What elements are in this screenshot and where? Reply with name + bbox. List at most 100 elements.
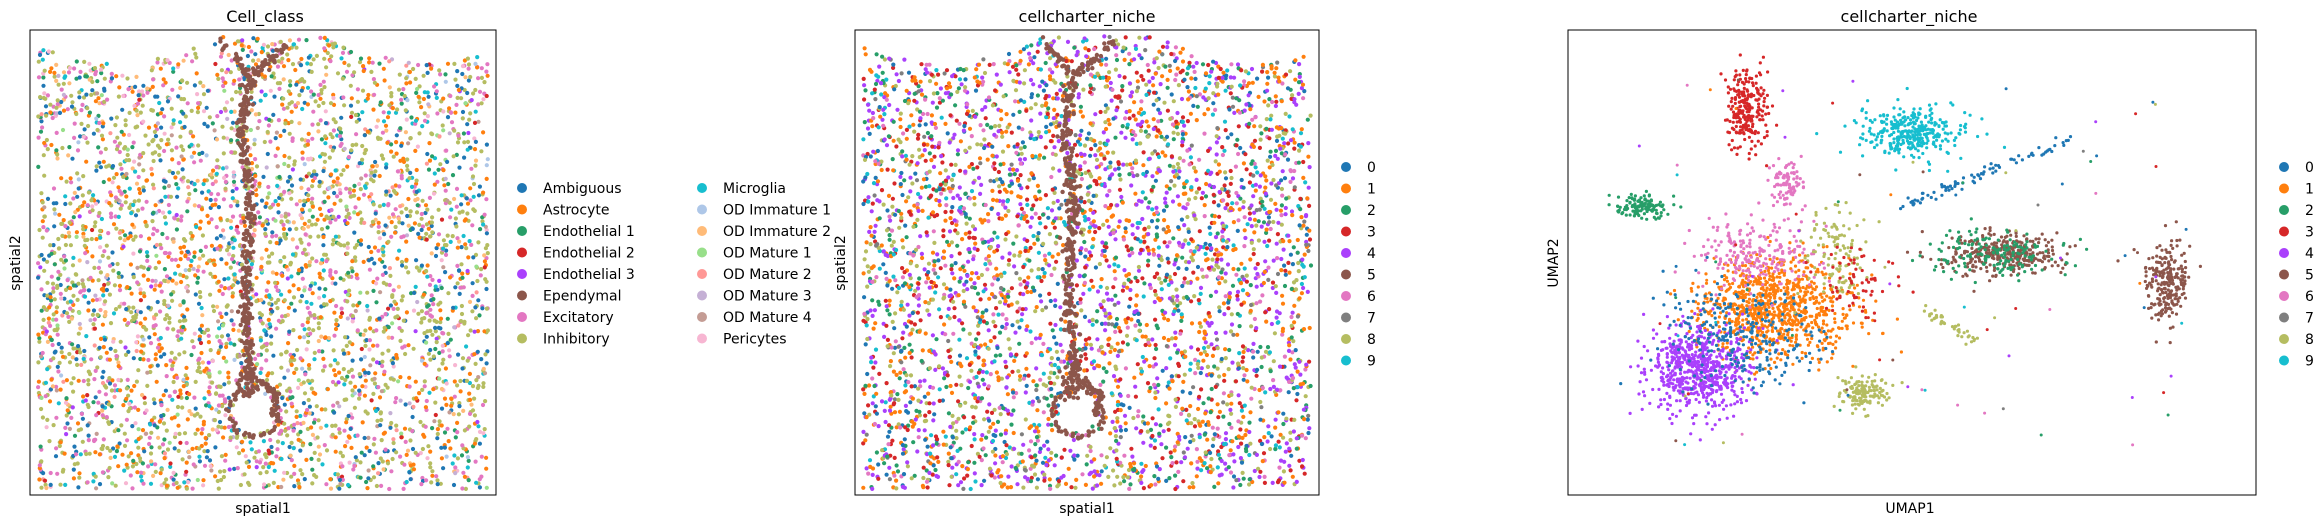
scatter-point [207, 115, 212, 120]
scatter-point [326, 195, 331, 200]
scatter-point [189, 412, 194, 417]
scatter-point [463, 242, 468, 247]
scatter-point [54, 78, 59, 83]
scatter-point [151, 232, 156, 237]
scatter-point [401, 234, 406, 239]
scatter-point [452, 325, 457, 330]
scatter-point [191, 46, 196, 51]
scatter-point [102, 337, 108, 342]
scatter-point [322, 85, 327, 90]
scatter-point [130, 424, 135, 429]
scatter-point [74, 272, 79, 277]
scatter-point [196, 361, 201, 366]
scatter-point [183, 238, 188, 243]
scatter-point [181, 244, 187, 249]
legend-marker [517, 204, 527, 215]
scatter-point [1127, 304, 1132, 309]
scatter-point [190, 59, 195, 64]
scatter-point [189, 258, 194, 263]
scatter-point [915, 449, 920, 454]
scatter-point [267, 191, 272, 196]
scatter-point [183, 114, 188, 119]
scatter-point [396, 379, 401, 384]
scatter-point [56, 369, 61, 374]
scatter-point [134, 348, 139, 354]
scatter-point [141, 151, 146, 156]
scatter-point [174, 227, 179, 232]
scatter-point [135, 101, 141, 106]
scatter-point [346, 434, 351, 439]
scatter-point [393, 224, 398, 230]
scatter-point [164, 363, 169, 368]
scatter-point [170, 363, 175, 368]
scatter-point [427, 158, 433, 163]
scatter-point [341, 351, 347, 356]
scatter-point [301, 203, 306, 208]
scatter-point [37, 336, 42, 341]
scatter-point [416, 62, 421, 68]
scatter-point [215, 158, 220, 163]
scatter-point [160, 231, 165, 237]
scatter-point [266, 254, 272, 259]
scatter-point [41, 317, 46, 322]
scatter-point [319, 88, 324, 93]
scatter-point [299, 56, 304, 62]
scatter-point [296, 437, 301, 442]
scatter-point [333, 234, 338, 239]
scatter-point [202, 396, 207, 401]
scatter-point [131, 140, 136, 145]
scatter-point [994, 306, 999, 311]
scatter-point [225, 136, 230, 141]
scatter-point [248, 357, 253, 363]
scatter-point [67, 234, 72, 239]
scatter-point [274, 233, 279, 238]
scatter-point [144, 199, 149, 204]
scatter-point [173, 257, 178, 262]
scatter-point [189, 154, 194, 159]
scatter-point [292, 484, 297, 489]
scatter-point [440, 123, 445, 128]
scatter-point [123, 123, 128, 128]
scatter-point [50, 384, 56, 389]
scatter-point [193, 406, 198, 411]
scatter-point [309, 425, 314, 430]
scatter-point [219, 51, 224, 56]
scatter-point [310, 432, 315, 437]
scatter-point [158, 66, 163, 71]
scatter-point [303, 263, 308, 268]
scatter-point [474, 290, 479, 295]
scatter-point [73, 452, 79, 457]
scatter-point [348, 380, 353, 385]
scatter-point [109, 76, 115, 81]
scatter-point [384, 189, 389, 194]
scatter-point [354, 119, 359, 124]
scatter-point [108, 321, 114, 326]
scatter-point [352, 463, 357, 468]
scatter-point [308, 234, 313, 239]
scatter-point [78, 134, 83, 139]
scatter-point [419, 216, 424, 221]
scatter-point [192, 331, 197, 336]
scatter-point [158, 111, 163, 116]
scatter-point [134, 74, 139, 79]
panel-2-points [861, 34, 1314, 492]
scatter-point [259, 198, 265, 203]
scatter-point [350, 314, 355, 319]
scatter-point [363, 147, 369, 153]
scatter-point [317, 271, 322, 276]
scatter-point [271, 353, 276, 358]
scatter-point [105, 445, 110, 451]
scatter-point [473, 163, 478, 168]
scatter-point [482, 212, 487, 217]
scatter-point [1095, 289, 1101, 294]
scatter-point [438, 162, 443, 167]
scatter-point [187, 392, 192, 397]
scatter-point [394, 450, 399, 455]
scatter-point [81, 174, 86, 179]
scatter-point [221, 197, 226, 202]
scatter-point [414, 396, 419, 401]
scatter-point [413, 329, 418, 334]
scatter-point [98, 245, 103, 250]
scatter-point [185, 289, 190, 294]
scatter-point [82, 200, 87, 205]
